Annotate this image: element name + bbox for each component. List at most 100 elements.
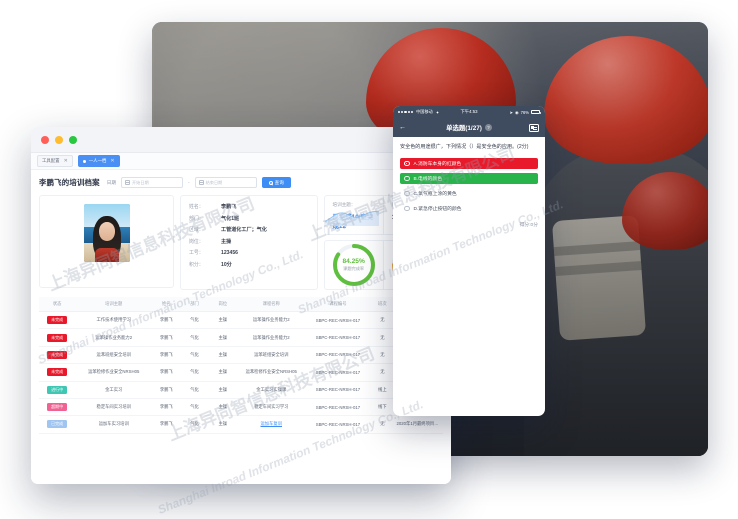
answer-option[interactable]: B.电线的颜色 — [400, 172, 538, 184]
topic-cell: 运加车实习培训 — [75, 415, 153, 434]
table-row[interactable]: 已完成 运加车实习培训 李鹏飞 气化 主操 运加车复训 SBPC-REC-NRSH-017 无… — [39, 415, 443, 434]
answer-option[interactable]: D.紧急停止按钮的颜色 — [400, 203, 538, 214]
table-row[interactable]: 未完成 运苯检修作业安全NRSH05 李鹏飞 气化 主操 运苯检修作业安全NRSH05 SB… — [39, 363, 443, 382]
back-arrow-icon[interactable]: ← — [399, 124, 406, 131]
date-range-separator: - — [187, 179, 190, 186]
post-cell: 主操 — [208, 381, 237, 399]
course-name-cell[interactable]: 运加车复训 — [236, 415, 306, 434]
answer-option[interactable]: A.消防车本身的红颜色 — [400, 157, 538, 169]
summary-key: 培训主题： — [332, 202, 356, 207]
profile-cards-row: 姓名： 李鹏飞 部门： 气化1班 区域： 工管道化工厂；气化 岗位： 主操 — [39, 195, 443, 290]
post-cell: 主操 — [208, 398, 237, 417]
gauge-course-completion: 84.25% 课题完成率 — [330, 241, 378, 289]
radio-icon — [404, 190, 410, 197]
name-cell: 李鹏飞 — [152, 311, 181, 330]
table-column-header: 部门 — [180, 297, 209, 312]
status-cell: 已完成 — [39, 415, 76, 434]
course-name-cell: 运苯检修作业安全NRSH05 — [236, 363, 306, 382]
dept-cell: 气化 — [180, 346, 209, 365]
page-title: 李鹏飞的培训档案 — [39, 178, 100, 187]
question-text: 安全色的用途很广，下列情况（）是安全色的应用。(2分) — [400, 144, 529, 150]
search-button[interactable]: 查询 — [261, 177, 291, 188]
option-label: D.紧急停止按钮的颜色 — [413, 206, 462, 212]
tab-close-icon[interactable]: ✕ — [110, 157, 115, 164]
question-mark-icon[interactable]: ? — [484, 124, 492, 131]
table-row[interactable]: 超期中 稳定车间实习培训 李鹏飞 气化 主操 稳定车间实习学习 SBPC-REC-NRSH-… — [39, 398, 443, 417]
status-badge: 未完成 — [47, 333, 68, 342]
field-value: 李鹏飞 — [221, 204, 237, 210]
status-badge: 未完成 — [47, 368, 68, 377]
course-name-cell: 运苯班组安全培训 — [236, 346, 306, 365]
dept-cell: 气化 — [180, 398, 209, 417]
course-code-cell: SBPC-REC-NRSH-017 — [305, 311, 371, 330]
table-row[interactable]: 未完成 工作技术使用学习 李鹏飞 气化 主操 运苯操作业务能力2 SBPC-REC-NRSH… — [39, 311, 443, 330]
profile-field-row: 姓名： 李鹏飞 — [189, 203, 309, 210]
shift-cell: 无 — [370, 415, 395, 434]
profile-field-row: 部门： 气化1班 — [189, 215, 309, 222]
name-cell: 李鹏飞 — [152, 328, 181, 347]
topic-cell: 工作技术使用学习 — [75, 311, 153, 330]
profile-info-card: 姓名： 李鹏飞 部门： 气化1班 区域： 工管道化工厂；气化 岗位： 主操 — [180, 195, 318, 290]
table-column-header: 岗位 — [208, 297, 237, 312]
status-cell: 未完成 — [39, 346, 76, 365]
field-key: 部门： — [189, 216, 204, 222]
start-date-input[interactable]: 开始日期 — [120, 177, 183, 188]
tab-tool-config[interactable]: 工具配置 ✕ — [37, 155, 73, 167]
answer-card-icon[interactable] — [529, 123, 539, 132]
tab-label: 工具配置 — [42, 157, 60, 163]
tab-one-person-one-file[interactable]: 一人一档 ✕ — [77, 155, 120, 167]
course-name-cell: 运苯操作业务能力2 — [236, 311, 306, 330]
phone-status-bar: 中国移动 ✦ 下午4:53 ➤ ◉ 76% — [393, 106, 545, 118]
table-row[interactable]: 进行中 金工实习 李鹏飞 气化 主操 金工实习实操课 SBPC-REC-NRSH-017 线上… — [39, 381, 443, 399]
desktop-browser-window: 工具配置 ✕ 一人一档 ✕ 李鹏飞的培训档案 日期 开始日期 - 结 — [31, 127, 451, 484]
date-filter-label: 日期 — [106, 179, 116, 185]
battery-percent-label: 76% — [520, 109, 529, 115]
window-minimize-button[interactable] — [55, 135, 63, 144]
location-arrow-icon: ➤ — [509, 109, 513, 115]
battery-icon — [531, 109, 541, 115]
name-cell: 李鹏飞 — [152, 415, 181, 434]
red-helmet-right — [544, 36, 708, 164]
dept-cell: 气化 — [180, 311, 209, 330]
wifi-icon: ✦ — [435, 109, 440, 115]
end-date-placeholder: 结束日期 — [205, 179, 223, 185]
course-link[interactable]: 运加车复训 — [260, 421, 282, 427]
sparkline-chart — [324, 211, 379, 226]
status-badge: 进行中 — [47, 385, 68, 394]
window-close-button[interactable] — [41, 135, 49, 144]
field-key: 区域： — [189, 228, 204, 233]
table-column-header: 状态 — [39, 297, 76, 312]
training-topic-cell: 培训主题： 已完成10/应完成12 — [324, 196, 383, 234]
course-name-cell: 稳定车间实习学习 — [236, 398, 306, 417]
status-badge: 已完成 — [47, 420, 68, 429]
due-date-cell: 2020年1月最终项目计划 — [394, 415, 443, 434]
post-cell: 主操 — [208, 328, 237, 347]
course-name-cell: 金工实习实操课 — [236, 381, 306, 399]
shift-cell: 无 — [370, 346, 395, 365]
table-row[interactable]: 未完成 运苯操作业务能力2 李鹏飞 气化 主操 运苯操作业务能力2 SBPC-REC-NRS… — [39, 328, 443, 347]
start-date-placeholder: 开始日期 — [131, 179, 149, 185]
gauge-cell-completion: 84.25% 课题完成率 — [325, 241, 383, 289]
topic-cell: 运苯班组安全培训 — [75, 346, 153, 365]
radio-icon — [404, 175, 410, 182]
status-cell: 未完成 — [39, 311, 76, 330]
training-records-table: 状态培训主题姓名部门岗位课程名称课程编号班次计划完成时间 未完成工作技术使用学习… — [39, 297, 443, 434]
radio-icon — [404, 160, 410, 167]
tab-bar: 工具配置 ✕ 一人一档 ✕ — [31, 153, 451, 170]
table-row[interactable]: 未完成 运苯班组安全培训 李鹏飞 气化 主操 运苯班组安全培训 SBPC-REC-NRSH-… — [39, 346, 443, 365]
dept-cell: 气化 — [180, 328, 209, 347]
quiz-title: 单选题(1/27) — [446, 125, 482, 132]
end-date-input[interactable]: 结束日期 — [194, 177, 257, 188]
status-badge: 未完成 — [47, 316, 68, 325]
field-value: 气化1班 — [221, 215, 240, 222]
window-titlebar — [31, 127, 451, 153]
tab-close-icon[interactable]: ✕ — [63, 157, 68, 164]
window-maximize-button[interactable] — [69, 135, 77, 144]
radio-icon — [404, 205, 410, 212]
answer-option[interactable]: C.氧气瓶上涂的黄色 — [400, 188, 538, 199]
search-button-label: 查询 — [274, 179, 284, 185]
course-code-cell: SBPC-REC-NRSH-017 — [305, 328, 371, 347]
profile-field-row: 岗位： 主操 — [189, 238, 309, 245]
quiz-body: 安全色的用途很广，下列情况（）是安全色的应用。(2分) A.消防车本身的红颜色 B… — [393, 137, 545, 228]
signal-strength-icon — [398, 110, 413, 114]
